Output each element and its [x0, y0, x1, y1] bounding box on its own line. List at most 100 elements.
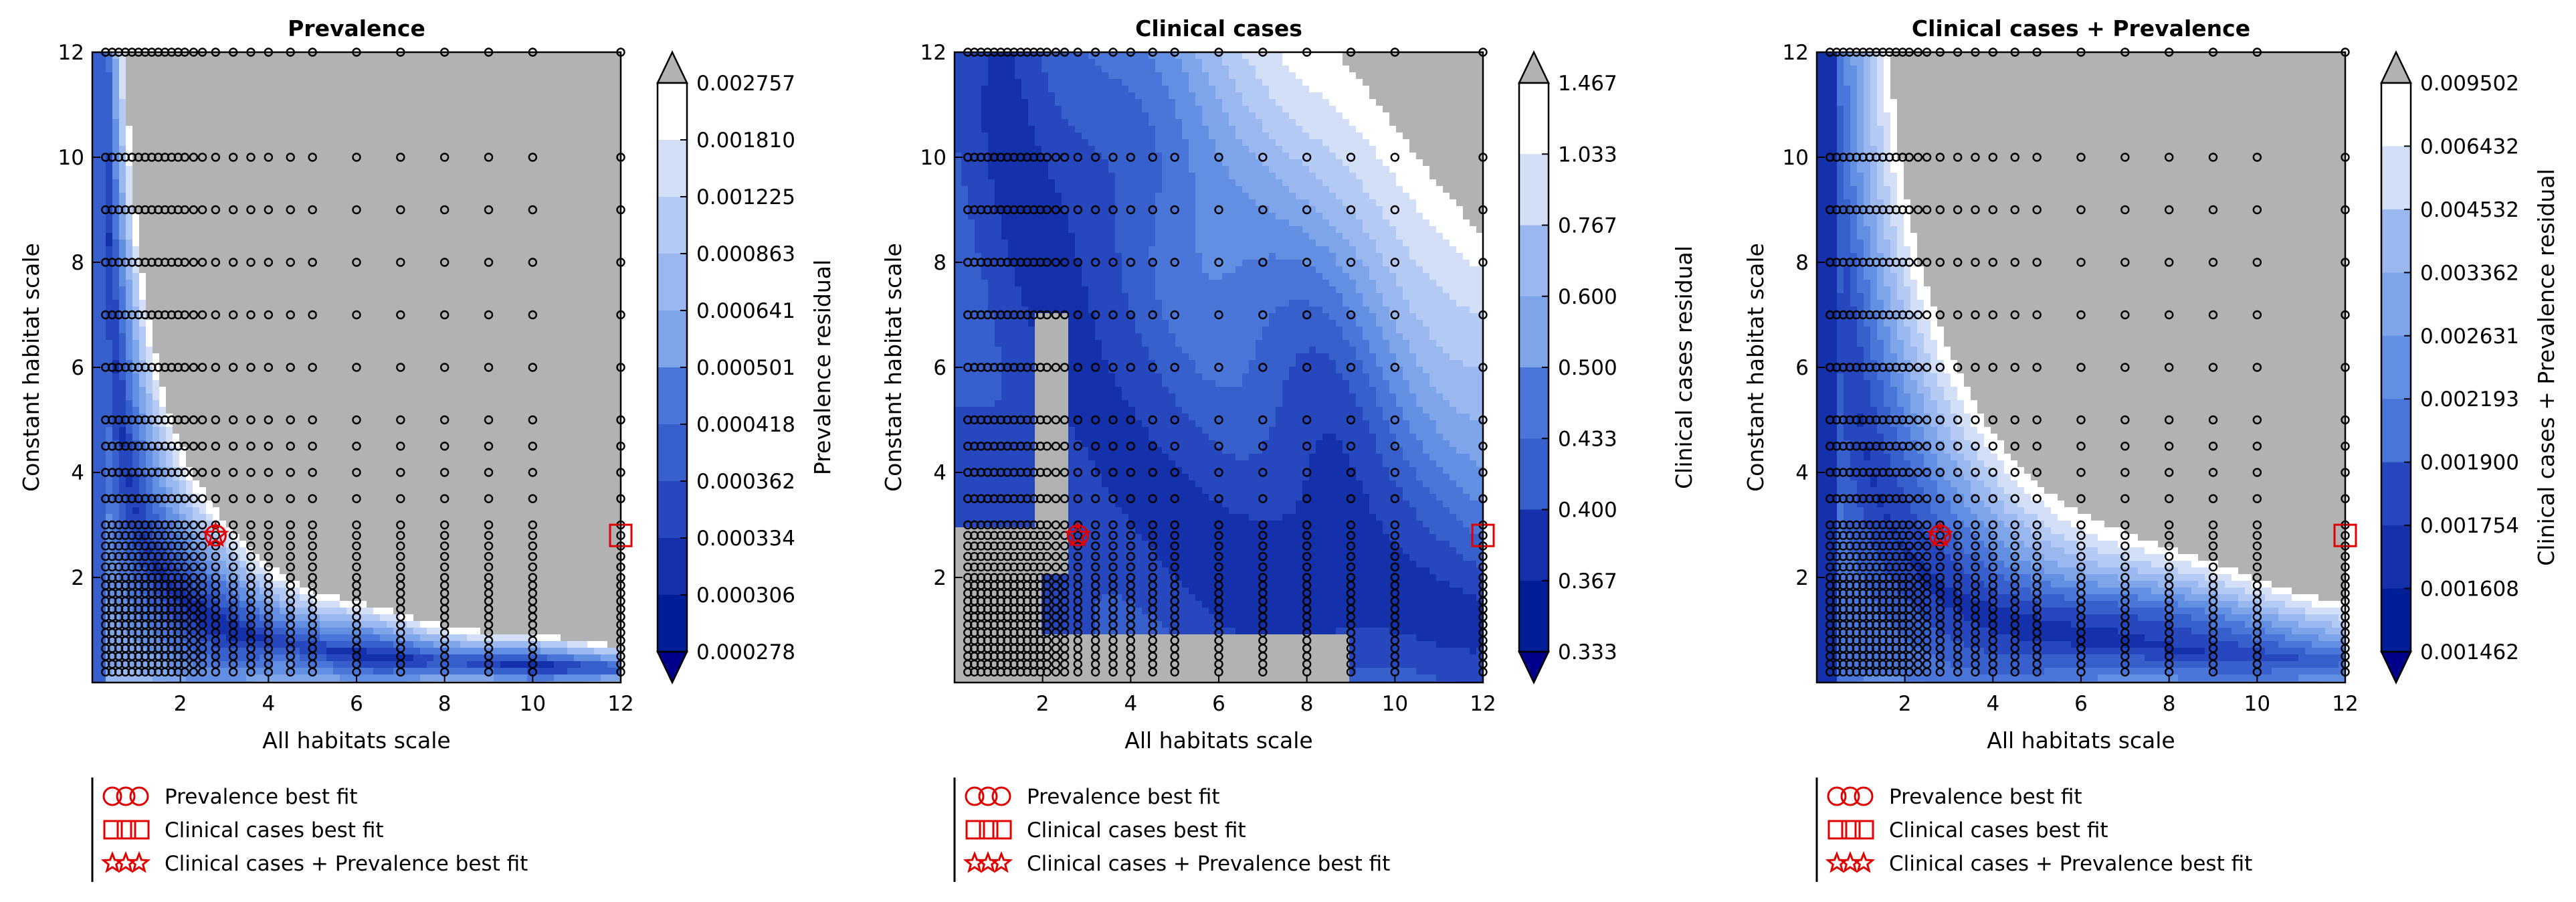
sample-point — [1060, 573, 1070, 582]
x-tick-label: 6 — [350, 692, 363, 716]
sample-point — [2076, 442, 2086, 451]
sample-point — [264, 363, 274, 372]
sample-point — [1913, 520, 1923, 530]
sample-point — [1302, 562, 1312, 571]
sample-point — [1302, 153, 1312, 162]
sample-point — [180, 310, 189, 320]
sample-point — [352, 551, 361, 561]
y-tick-label: 8 — [1795, 251, 1809, 275]
sample-point — [1922, 541, 1932, 551]
sample-points — [1825, 48, 2350, 676]
colorbar-tick-label: 0.001462 — [2420, 640, 2519, 664]
sample-point — [1060, 562, 1070, 571]
sample-point — [1904, 258, 1914, 267]
sample-point — [2164, 310, 2174, 320]
sample-point — [1042, 258, 1052, 267]
sample-point — [1302, 363, 1312, 372]
sample-point — [528, 562, 538, 571]
sample-point — [1148, 494, 1157, 503]
sample-point — [286, 494, 295, 503]
sample-point — [2010, 205, 2019, 215]
sample-point — [1953, 531, 1963, 540]
sample-point — [2164, 258, 2174, 267]
x-tick-label: 12 — [2332, 692, 2358, 716]
sample-point — [264, 531, 274, 540]
sample-point — [1148, 205, 1157, 215]
sample-point — [1148, 551, 1157, 561]
sample-point — [396, 153, 405, 162]
x-tick-label: 8 — [1300, 692, 1314, 716]
sample-point — [1090, 468, 1100, 477]
colorbar-segment — [1519, 580, 1549, 652]
sample-point — [352, 205, 361, 215]
sample-point — [1126, 551, 1136, 561]
sample-point — [2164, 494, 2174, 503]
sample-point — [1090, 531, 1100, 540]
colorbar-tick-label: 0.000418 — [696, 413, 795, 437]
sample-point — [2208, 551, 2218, 561]
colorbar-tick-label: 0.600 — [1558, 285, 1617, 309]
sample-point — [1971, 494, 1980, 503]
sample-point — [1126, 494, 1136, 503]
sample-point — [1108, 310, 1118, 320]
sample-point — [1988, 205, 1998, 215]
sample-point — [1953, 415, 1963, 425]
legend-label: Clinical cases + Prevalence best fit — [1889, 852, 2252, 876]
sample-point — [1913, 468, 1923, 477]
sample-point — [308, 153, 317, 162]
colorbar-tick-label: 0.003362 — [2420, 261, 2519, 285]
sample-point — [1953, 310, 1963, 320]
sample-point — [286, 573, 295, 582]
sample-point — [1302, 541, 1312, 551]
sample-point — [228, 551, 238, 561]
sample-point — [197, 520, 207, 530]
sample-point — [180, 153, 189, 162]
sample-point — [228, 258, 238, 267]
sample-point — [1214, 363, 1223, 372]
sample-point — [211, 494, 221, 503]
sample-point — [2120, 310, 2130, 320]
colorbar-tick-label: 0.002193 — [2420, 387, 2519, 412]
sample-point — [2010, 153, 2019, 162]
colorbar-tick-label: 0.000501 — [696, 356, 795, 380]
sample-point — [439, 520, 450, 530]
sample-point — [1904, 468, 1914, 477]
sample-point — [1090, 551, 1100, 561]
sample-point — [197, 551, 207, 561]
sample-point — [1060, 415, 1070, 425]
sample-point — [264, 415, 274, 425]
sample-point — [1214, 468, 1223, 477]
sample-point — [1108, 415, 1118, 425]
sample-point — [2076, 468, 2086, 477]
sample-point — [1126, 562, 1136, 571]
sample-point — [1060, 494, 1070, 503]
sample-point — [1258, 415, 1268, 425]
sample-point — [1060, 541, 1070, 551]
colorbar-tick-label: 0.400 — [1558, 499, 1617, 523]
legend-marker-star — [1825, 850, 1876, 873]
sample-point — [1935, 468, 1945, 477]
sample-point — [1922, 153, 1932, 162]
sample-point — [1126, 310, 1136, 320]
sample-point — [246, 520, 256, 530]
panel-2: 2 4 6 8 10 12 2 4 6 8 10 12 Clinical cases All habita… — [880, 15, 1697, 882]
colorbar-tick-label: 0.009502 — [2420, 72, 2519, 96]
panel-3: 2 4 6 8 10 12 2 4 6 8 10 12 Clinical cases + Prevale… — [1743, 15, 2559, 882]
sample-point — [2252, 258, 2262, 267]
y-tick-label: 10 — [920, 146, 947, 170]
sample-point — [1148, 415, 1157, 425]
sample-point — [180, 541, 189, 551]
sample-point — [197, 153, 207, 162]
sample-point — [1913, 551, 1923, 561]
sample-point — [1073, 573, 1083, 582]
sample-point — [1971, 520, 1980, 530]
sample-point — [264, 310, 274, 320]
sample-point — [1935, 415, 1945, 425]
sample-point — [396, 551, 405, 561]
sample-point — [1913, 531, 1923, 540]
sample-point — [1390, 551, 1400, 561]
sample-point — [197, 468, 207, 477]
sample-point — [1051, 551, 1061, 561]
sample-point — [1073, 363, 1083, 372]
sample-point — [1953, 468, 1963, 477]
